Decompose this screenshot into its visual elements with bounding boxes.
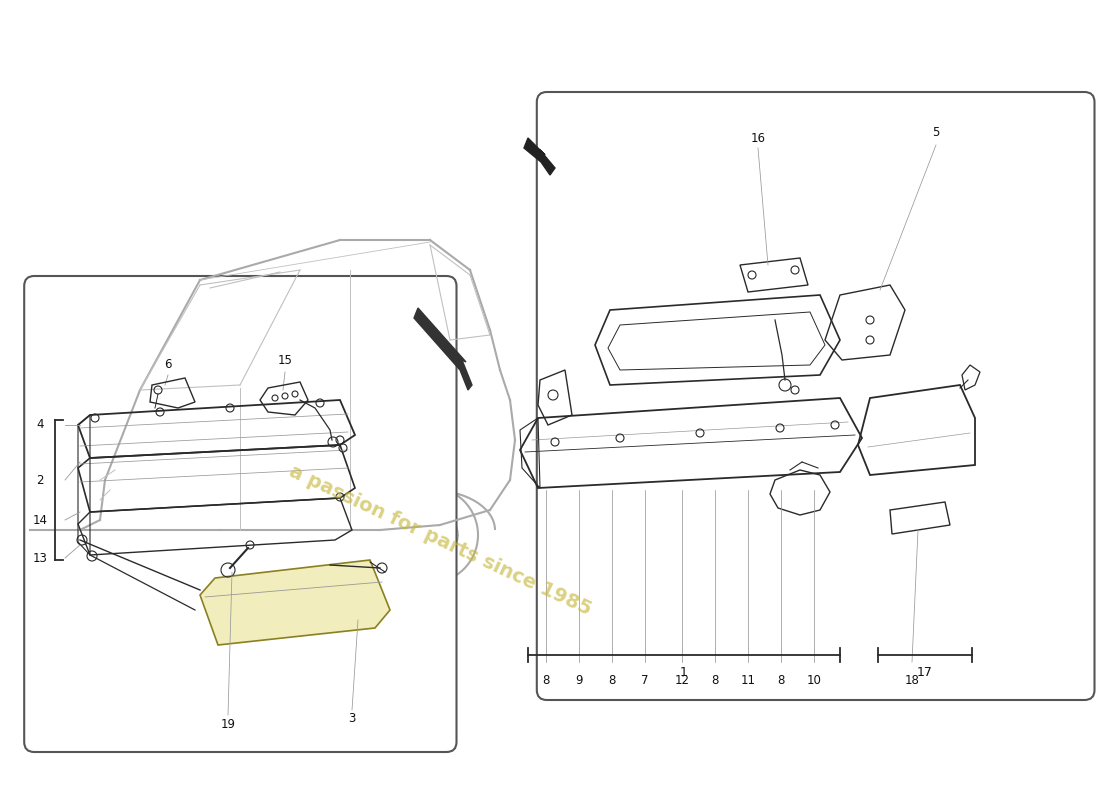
Text: 10: 10 (806, 674, 822, 686)
Text: 14: 14 (33, 514, 47, 526)
FancyBboxPatch shape (24, 276, 456, 752)
Text: 12: 12 (674, 674, 690, 686)
Text: 7: 7 (641, 674, 649, 686)
FancyBboxPatch shape (537, 92, 1094, 700)
Text: 9: 9 (575, 674, 583, 686)
Text: 19: 19 (220, 718, 235, 730)
Text: a passion for parts since 1985: a passion for parts since 1985 (286, 462, 594, 618)
Text: 11: 11 (740, 674, 756, 686)
Text: 16: 16 (750, 131, 766, 145)
Text: 3: 3 (349, 711, 355, 725)
Polygon shape (524, 138, 556, 175)
Text: 8: 8 (778, 674, 784, 686)
Polygon shape (200, 560, 390, 645)
Text: 13: 13 (33, 551, 47, 565)
Text: 15: 15 (277, 354, 293, 366)
Text: eShop
parts: eShop parts (630, 330, 870, 470)
Text: 4: 4 (36, 418, 44, 431)
Text: 8: 8 (542, 674, 550, 686)
Text: 6: 6 (164, 358, 172, 371)
Text: 8: 8 (608, 674, 616, 686)
Text: 1: 1 (680, 666, 688, 678)
Text: 18: 18 (904, 674, 920, 686)
Text: 8: 8 (712, 674, 718, 686)
Text: 2: 2 (36, 474, 44, 486)
Text: 5: 5 (933, 126, 939, 139)
Text: 17: 17 (917, 666, 933, 678)
Polygon shape (414, 308, 472, 390)
